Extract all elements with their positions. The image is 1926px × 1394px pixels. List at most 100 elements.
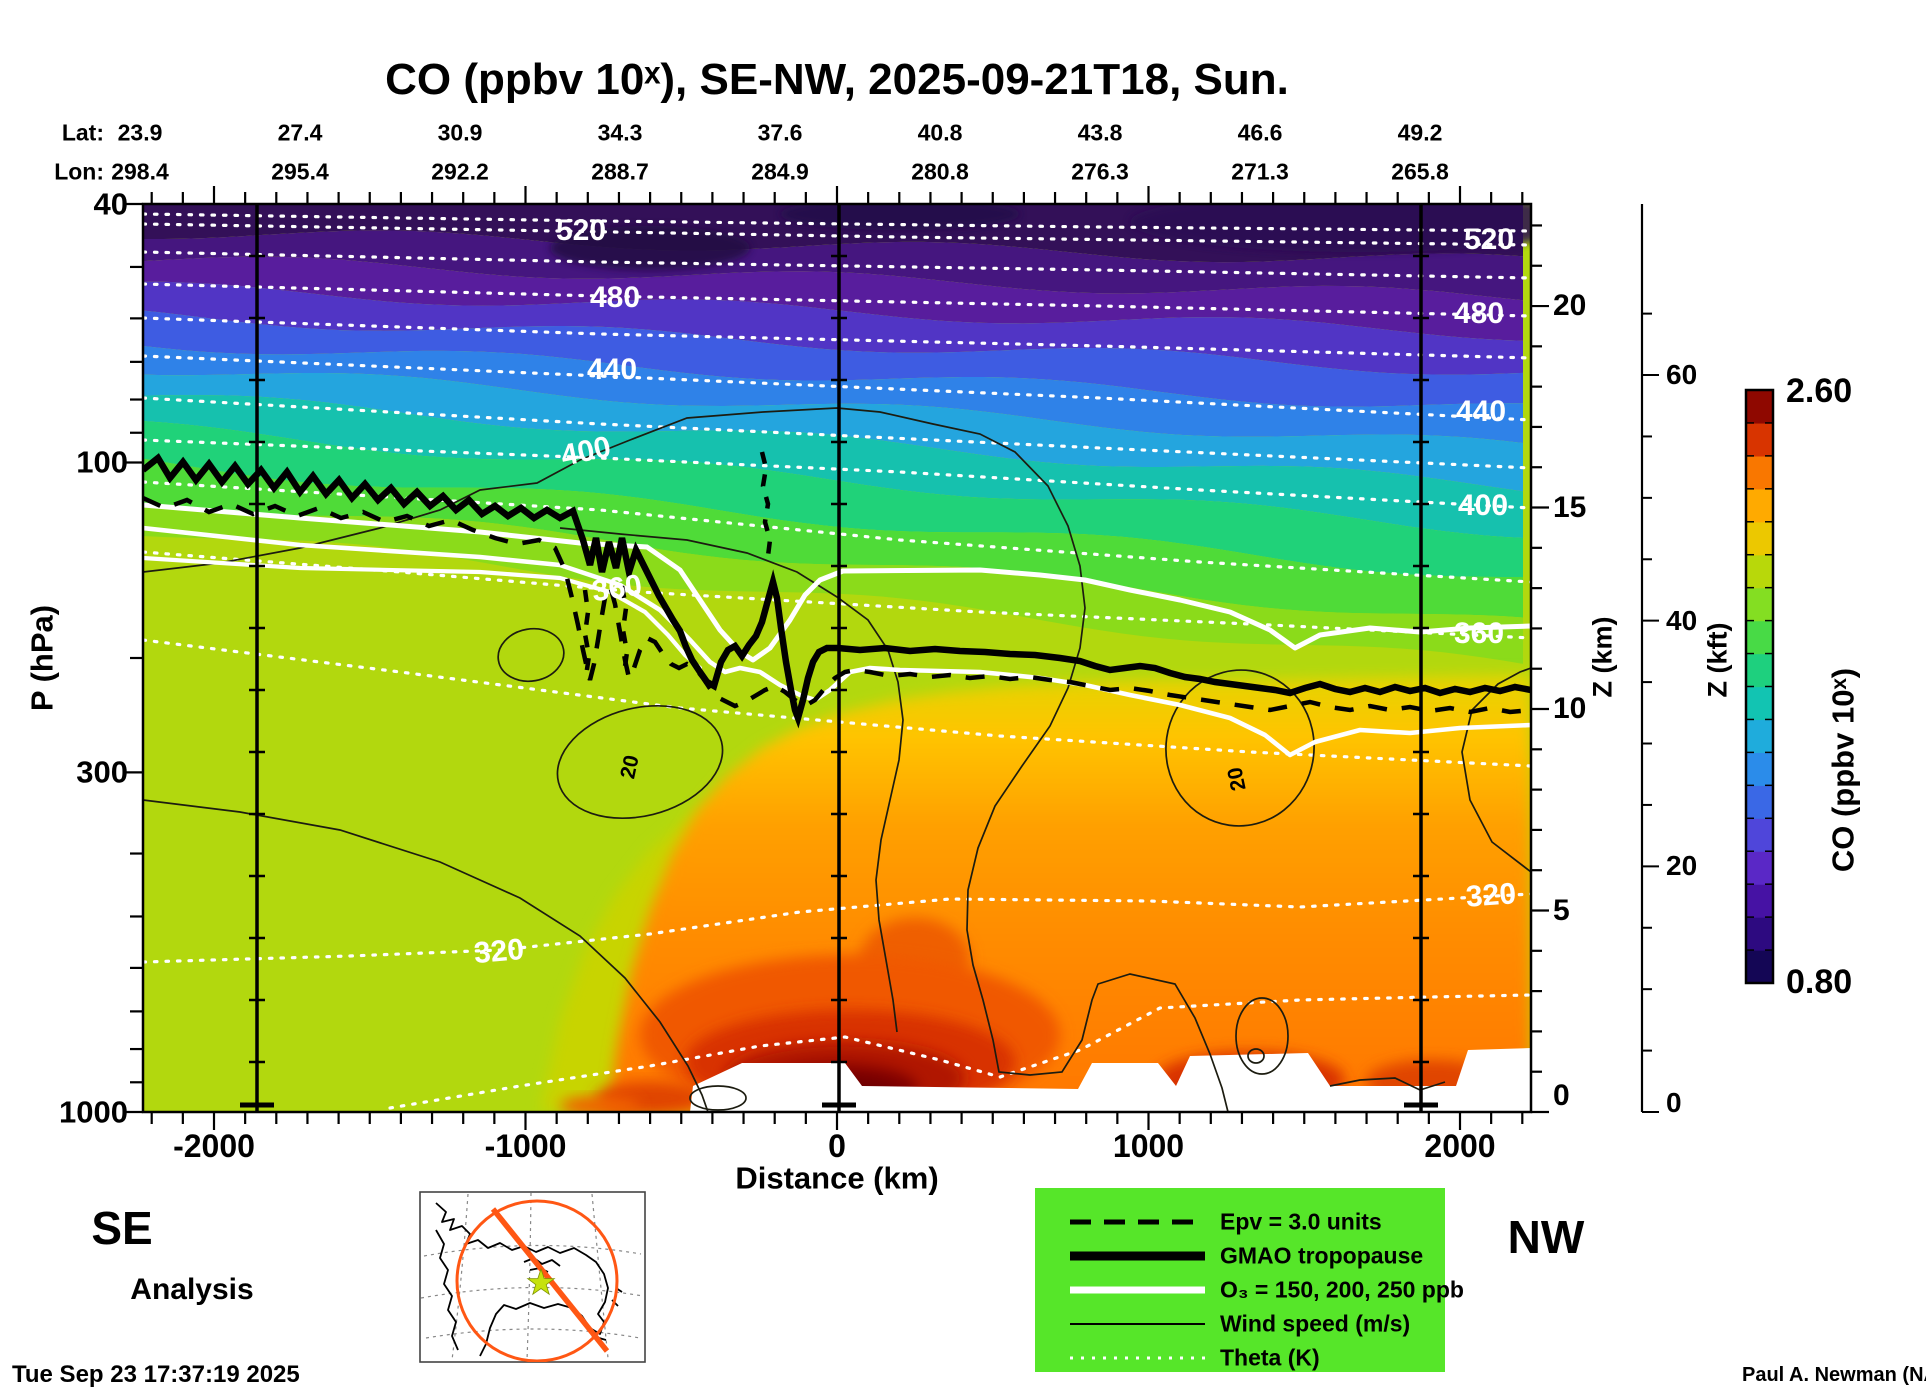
colorbar-segment — [1746, 851, 1773, 885]
theta-label: 520 — [555, 214, 607, 247]
colorbar-segment — [1746, 653, 1773, 688]
theta-label: 520 — [1463, 223, 1515, 256]
colorbar-segment — [1746, 686, 1773, 721]
lon-value: 298.4 — [111, 158, 169, 185]
wind-speed-label: 20 — [616, 753, 644, 781]
epv-line — [582, 589, 592, 677]
theta-contour — [143, 250, 1531, 280]
analysis-label: Analysis — [130, 1273, 254, 1306]
wind-speed-contour — [1329, 1077, 1446, 1091]
wind-speed-contour — [1165, 669, 1315, 827]
theta-contour — [143, 480, 1531, 584]
legend-item-label: Wind speed (m/s) — [1220, 1310, 1411, 1337]
x-tick-label: 1000 — [1112, 1128, 1185, 1164]
lat-value: 23.9 — [117, 119, 163, 146]
tropopause-line — [143, 453, 1531, 729]
colorbar-segment — [1746, 752, 1773, 786]
wind-speed-contour — [143, 407, 1229, 1112]
lat-value: 46.6 — [1237, 119, 1283, 146]
theta-label: 320 — [472, 932, 526, 971]
map-coastline — [435, 1202, 609, 1357]
colorbar-segment — [1746, 884, 1773, 918]
colorbar-segment — [1746, 521, 1773, 556]
lon-value: 280.8 — [911, 158, 969, 185]
colorbar-segment — [1746, 488, 1773, 523]
legend-item-label: GMAO tropopause — [1220, 1242, 1424, 1269]
zkm-tick-label: 5 — [1553, 893, 1570, 927]
theta-label: 480 — [1453, 297, 1505, 330]
colorbar-segment — [1746, 917, 1773, 951]
colorbar-title: CO (ppbv 10ˣ) — [1825, 667, 1861, 873]
x-tick-label: 0 — [828, 1128, 846, 1164]
zkft-axis-title: Z (kft) — [1702, 622, 1733, 698]
legend-item-label: Epv = 3.0 units — [1220, 1208, 1382, 1235]
map-graticule — [591, 1193, 609, 1359]
zkft-tick-label: 0 — [1666, 1087, 1682, 1118]
colorbar-segment — [1746, 950, 1773, 984]
zkm-tick-label: 0 — [1553, 1079, 1570, 1112]
wind-speed-contour — [143, 799, 709, 1112]
colorbar-segment — [1746, 620, 1773, 655]
zkft-tick-label: 60 — [1666, 359, 1698, 391]
theta-label: 320 — [1464, 877, 1518, 914]
pressure-axis-title: P (hPa) — [24, 604, 60, 712]
x-axis-title: Distance (km) — [735, 1160, 939, 1196]
lat-row-label: Lat: — [61, 119, 104, 146]
legend-item-label: O₃ = 150, 200, 250 ppb — [1220, 1276, 1464, 1303]
legend-box — [1035, 1188, 1445, 1372]
theta-contour — [388, 993, 1531, 1110]
theta-label: 440 — [1455, 395, 1507, 428]
x-tick-label: 2000 — [1424, 1128, 1496, 1164]
epv-line — [143, 495, 1531, 715]
colorbar-segment — [1746, 422, 1773, 457]
colorbar-segment — [1746, 719, 1773, 753]
epv-line — [759, 451, 773, 557]
field-layer — [143, 204, 1531, 1112]
map-graticule — [423, 1244, 642, 1257]
theta-label: 360 — [1453, 617, 1505, 650]
chart-title: CO (ppbv 10ˣ), SE-NW, 2025-09-21T18, Sun… — [385, 55, 1289, 104]
pressure-tick-label: 300 — [76, 754, 128, 790]
theta-contour — [143, 438, 1531, 510]
theta-contour — [143, 396, 1531, 470]
colorbar-border — [1744, 388, 1775, 985]
theta-contour — [143, 550, 1531, 640]
map-graticule — [526, 1192, 532, 1361]
wind-speed-contour — [1247, 1048, 1265, 1064]
lon-value: 276.3 — [1071, 158, 1129, 185]
theta-contour — [143, 222, 1531, 247]
x-tick-label: -1000 — [484, 1128, 567, 1164]
lon-value: 292.2 — [431, 158, 489, 185]
wind-speed-label: 20 — [1223, 765, 1251, 793]
lat-value: 49.2 — [1397, 119, 1443, 146]
wind-speed-contour — [556, 704, 724, 820]
x-tick-label: -2000 — [173, 1128, 255, 1164]
pressure-tick-label: 40 — [93, 186, 128, 222]
wind-speed-contour — [689, 1085, 747, 1111]
lat-value: 27.4 — [277, 119, 323, 146]
zkft-tick-label: 20 — [1666, 850, 1698, 882]
zkm-axis-title: Z (km) — [1587, 616, 1618, 698]
lat-value: 34.3 — [597, 119, 643, 146]
legend-item-label: Theta (K) — [1220, 1344, 1320, 1371]
epv-line — [619, 585, 630, 675]
colorbar-min-label: 0.80 — [1786, 963, 1853, 1001]
colorbar-segment — [1746, 390, 1773, 424]
zkm-tick-label: 10 — [1553, 692, 1587, 726]
map-location-star — [526, 1267, 556, 1296]
map-inset — [419, 1191, 646, 1363]
map-frame — [419, 1191, 646, 1363]
nw-endpoint-label: NW — [1507, 1211, 1585, 1263]
wind-speed-contour — [559, 527, 904, 1033]
pressure-tick-label: 100 — [76, 444, 128, 480]
lon-value: 288.7 — [591, 158, 649, 185]
colorbar-segment — [1746, 455, 1773, 490]
pressure-tick-label: 1000 — [59, 1094, 128, 1130]
theta-label: 360 — [589, 568, 645, 609]
theta-contour — [143, 212, 1531, 233]
se-endpoint-label: SE — [91, 1202, 153, 1254]
lat-value: 37.6 — [757, 119, 803, 146]
theta-contour — [143, 282, 1531, 318]
theta-contour — [143, 316, 1531, 360]
